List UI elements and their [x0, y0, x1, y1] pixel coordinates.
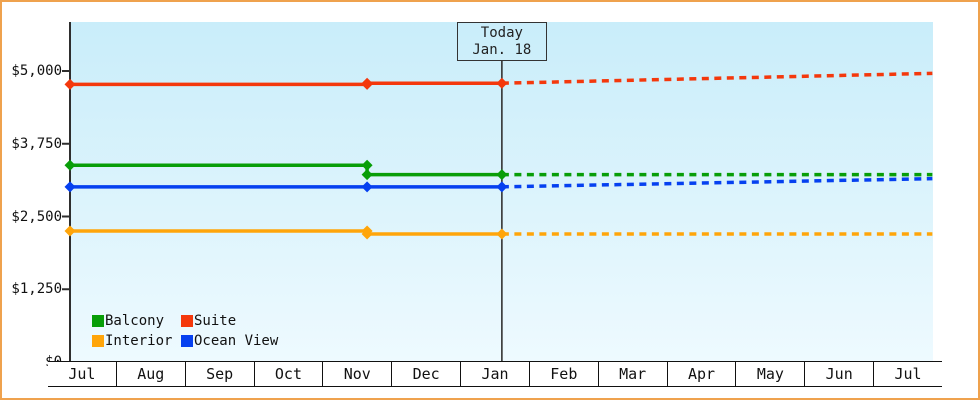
y-axis-tick — [62, 70, 70, 72]
series-line-interior — [70, 229, 502, 236]
ocean-view-color-swatch — [181, 335, 193, 347]
legend-label-ocean-view: Ocean View — [194, 333, 279, 349]
data-point-interior — [361, 228, 373, 240]
data-point-balcony — [496, 169, 508, 181]
series-projection-suite — [501, 71, 933, 85]
legend-label-balcony: Balcony — [105, 313, 165, 329]
data-point-balcony — [64, 159, 76, 171]
legend-item-balcony: Balcony — [92, 314, 181, 328]
data-point-ocean-view — [64, 181, 76, 193]
month-cell-may: May — [736, 362, 806, 386]
series-line-suite — [70, 81, 502, 87]
legend-label-interior: Interior — [105, 333, 173, 349]
data-point-interior — [496, 228, 508, 240]
month-cell-apr: Apr — [668, 362, 737, 386]
legend-item-ocean-view: Ocean View — [181, 334, 278, 348]
month-cell-jun: Jun — [805, 362, 875, 386]
interior-color-swatch — [92, 335, 104, 347]
series-projection-ocean-view — [501, 176, 933, 189]
data-point-suite — [64, 78, 76, 90]
month-cell-nov: Nov — [323, 362, 393, 386]
month-cell-dec: Dec — [392, 362, 462, 386]
legend-item-interior: Interior — [92, 334, 181, 348]
legend: Balcony Suite Interior Ocean View — [92, 314, 278, 348]
legend-item-suite: Suite — [181, 314, 278, 328]
legend-label-suite: Suite — [194, 313, 237, 329]
data-point-balcony — [361, 169, 373, 181]
today-date: Jan. 18 — [472, 41, 532, 58]
suite-color-swatch — [181, 315, 193, 327]
x-axis-month-band: Jul Aug Sep Oct Nov Dec Jan Feb Mar Apr May Jun Jul — [48, 361, 942, 387]
month-cell-oct: Oct — [255, 362, 324, 386]
today-marker-box: Today Jan. 18 — [456, 22, 547, 61]
y-axis-label: $1,250 — [11, 281, 62, 298]
data-point-ocean-view — [361, 181, 373, 193]
y-axis-tick — [62, 215, 70, 218]
data-point-balcony — [361, 159, 373, 171]
month-cell-aug: Aug — [117, 362, 186, 386]
data-point-interior — [64, 225, 76, 237]
month-cell-mar: Mar — [599, 362, 668, 386]
y-axis-tick — [62, 142, 70, 145]
month-cell-feb: Feb — [530, 362, 599, 386]
data-point-suite — [496, 77, 508, 89]
y-axis-label: $5,000 — [11, 63, 62, 79]
series-line-balcony — [70, 163, 502, 177]
month-cell-jan: Jan — [461, 362, 530, 386]
data-point-suite — [361, 77, 373, 89]
y-axis-tick — [62, 288, 70, 291]
balcony-color-swatch — [92, 315, 104, 327]
month-cell-jul: Jul — [894, 365, 922, 383]
data-point-ocean-view — [496, 181, 508, 193]
today-line — [501, 61, 503, 362]
today-label: Today — [480, 24, 523, 41]
y-axis-line — [69, 22, 71, 363]
month-cell-jul: Jul — [48, 362, 117, 386]
y-axis-label: $2,500 — [11, 208, 62, 225]
month-cell-sep: Sep — [186, 362, 255, 386]
y-axis-label: $3,750 — [11, 135, 62, 152]
